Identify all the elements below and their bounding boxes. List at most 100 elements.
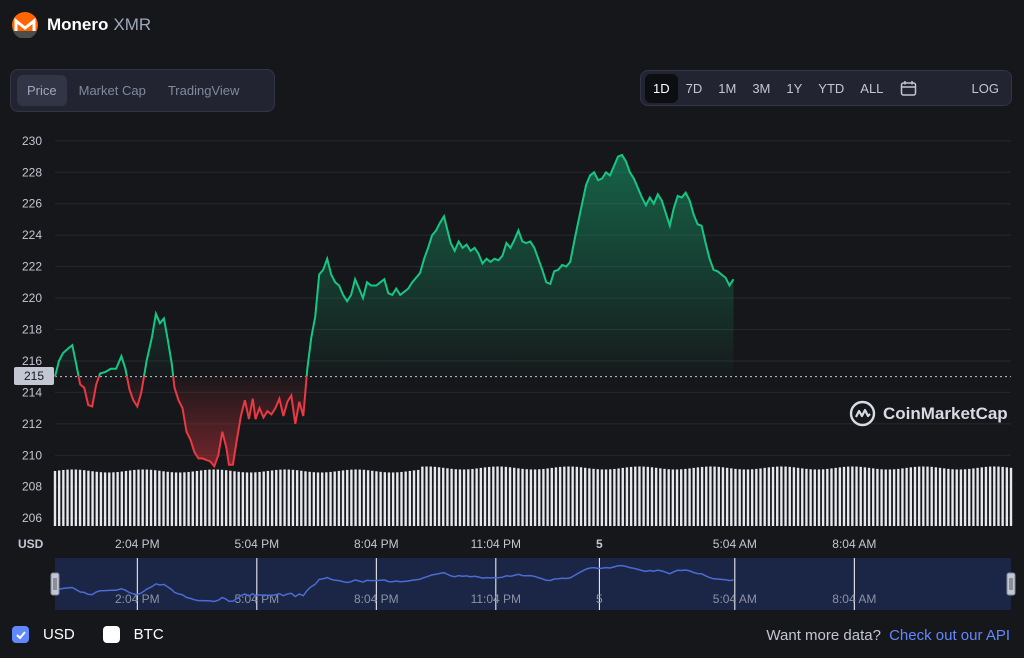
checkmark-icon [15, 630, 26, 639]
volume-bar [442, 467, 445, 526]
volume-bar [521, 468, 524, 526]
volume-bar [617, 468, 620, 526]
y-tick-label: 230 [22, 134, 42, 148]
usd-checkbox[interactable] [12, 626, 29, 643]
tab-7d[interactable]: 7D [685, 80, 703, 96]
calendar-icon[interactable] [891, 76, 926, 101]
volume-bar [796, 467, 800, 526]
volume-bar [876, 468, 879, 526]
volume-bar [337, 470, 341, 526]
tab-price[interactable]: Price [17, 75, 67, 106]
volume-bar [533, 469, 537, 526]
volume-bar [304, 471, 307, 526]
x-tick-label: 11:04 PM [471, 537, 521, 551]
volume-bar [112, 472, 115, 526]
volume-bar [809, 469, 812, 526]
volume-bar [788, 466, 791, 526]
volume-bar [709, 466, 712, 526]
navigator-handle-left[interactable] [50, 572, 60, 596]
volume-bar [575, 466, 579, 526]
volume-bar [604, 469, 608, 526]
usd-label: USD [43, 626, 75, 643]
volume-bar [563, 466, 566, 526]
api-link[interactable]: Check out our API [889, 627, 1010, 644]
volume-bar [371, 470, 374, 526]
x-tick-label: 8:04 AM [832, 537, 876, 551]
x-tick-label: 8:04 PM [354, 537, 399, 551]
volume-bar [805, 468, 808, 526]
volume-bar [997, 466, 1000, 526]
navigator-line [54, 564, 734, 603]
more-data-text: Want more data? [766, 627, 881, 644]
volume-bar [613, 468, 616, 526]
volume-bar [320, 472, 324, 526]
volume-bar [483, 467, 487, 526]
volume-bar [391, 472, 395, 526]
volume-bar [379, 471, 382, 526]
volume-bar [287, 469, 290, 526]
tab-3m[interactable]: 3M [752, 80, 771, 96]
volume-bar [888, 469, 892, 526]
volume-bar [671, 469, 675, 526]
volume-bar [855, 466, 858, 526]
volume-bar [713, 466, 716, 526]
volume-bar [450, 468, 453, 526]
volume-bar [216, 469, 220, 526]
volume-bar [250, 472, 253, 526]
volume-bar [95, 471, 98, 526]
view-tabs: Price Market Cap TradingView [10, 69, 275, 112]
tab-all[interactable]: ALL [860, 80, 884, 96]
more-data: Want more data? Check out our API [766, 627, 1010, 644]
volume-bar [980, 467, 983, 526]
volume-bar [412, 470, 416, 526]
volume-bar [220, 469, 224, 526]
volume-bar [650, 467, 654, 526]
volume-bar [350, 469, 353, 526]
volume-bar [892, 469, 896, 526]
volume-bar [688, 468, 691, 526]
y-tick-label: 222 [22, 260, 42, 274]
volume-bar [329, 471, 332, 526]
volume-bar [880, 469, 883, 526]
volume-bar [792, 467, 796, 526]
volume-bar [270, 470, 274, 526]
tab-1d[interactable]: 1D [645, 73, 678, 103]
volume-bar [487, 466, 491, 526]
navigator-tick-label: 5 [596, 592, 603, 606]
volume-bar [224, 470, 228, 526]
coin-symbol: XMR [113, 15, 152, 34]
volume-bar [283, 469, 286, 526]
volume-bar [517, 468, 520, 526]
tab-1m[interactable]: 1M [718, 80, 737, 96]
price-area-up [55, 155, 734, 376]
volume-bar [300, 470, 303, 526]
range-navigator[interactable]: 2:04 PM 5:04 PM 8:04 PM 11:04 PM 5 5:04 AM 8:0… [50, 558, 1016, 610]
volume-bar [446, 468, 449, 526]
y-tick-label: 210 [22, 448, 42, 462]
volume-bar [458, 469, 462, 526]
volume-bar [174, 472, 178, 526]
volume-bar [696, 467, 700, 526]
navigator-handle-right[interactable] [1006, 572, 1016, 596]
volume-bar [245, 472, 249, 526]
volume-bar [926, 466, 929, 526]
tab-tradingview[interactable]: TradingView [167, 83, 240, 98]
volume-bar [947, 468, 950, 526]
volume-bar [295, 470, 299, 526]
volume-bar [634, 466, 637, 526]
volume-bar [366, 470, 370, 526]
price-series [54, 153, 735, 469]
tab-ytd[interactable]: YTD [818, 80, 845, 96]
volume-bar [571, 466, 574, 526]
coinmarketcap-watermark: CoinMarketCap [849, 400, 1008, 427]
volume-bar [959, 469, 963, 526]
volume-bar [396, 472, 399, 526]
btc-checkbox[interactable] [102, 626, 120, 643]
volume-bar [625, 467, 629, 526]
tab-market-cap[interactable]: Market Cap [78, 83, 146, 98]
tab-1y[interactable]: 1Y [786, 80, 803, 96]
log-scale-button[interactable]: LOG [971, 80, 999, 96]
volume-bar [91, 471, 94, 526]
volume-bar [467, 469, 470, 526]
